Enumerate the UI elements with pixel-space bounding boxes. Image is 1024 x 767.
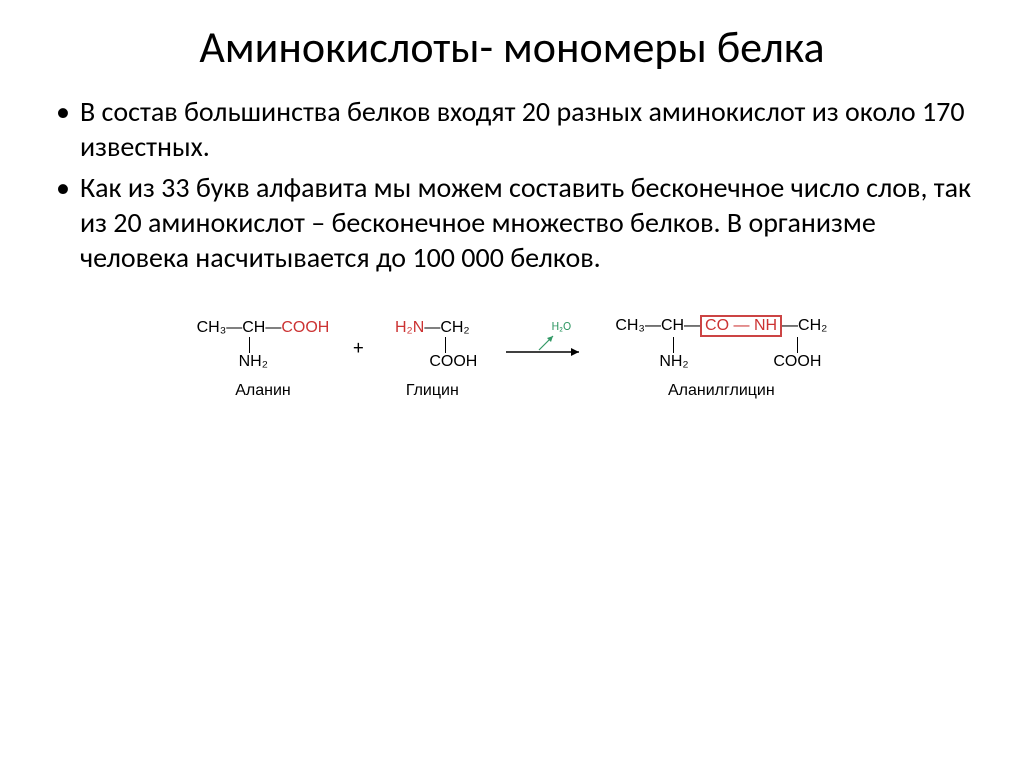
- molecule-alanine: CH₃—CH— COOH NH₂ Аланин: [197, 319, 330, 400]
- peptide-bond-box: CO — NH: [700, 315, 782, 337]
- label-alanine: Аланин: [235, 382, 291, 400]
- reaction-arrow: H₂O: [501, 320, 591, 400]
- alanine-cooh: COOH: [281, 319, 329, 337]
- bond-line: [673, 337, 674, 353]
- product-nh2: NH₂: [659, 353, 688, 371]
- reaction-diagram: CH₃—CH— COOH NH₂ Аланин + H₂N —CH₂ COOH …: [50, 315, 974, 400]
- alanine-nh2: NH₂: [239, 353, 268, 371]
- alanine-left: CH₃—CH—: [197, 319, 282, 337]
- label-product: Аланилглицин: [668, 382, 775, 400]
- label-glycine: Глицин: [406, 382, 459, 400]
- product-left: CH₃—CH—: [615, 317, 700, 335]
- bullet-item: Как из 33 букв алфавита мы можем состави…: [50, 170, 974, 275]
- molecule-product: CH₃—CH— CO — NH —CH₂ NH₂ COOH Аланилглиц…: [615, 315, 827, 400]
- molecule-glycine: H₂N —CH₂ COOH Глицин: [387, 319, 477, 400]
- glycine-h2n: H₂N: [395, 319, 424, 337]
- bullet-list: В состав большинства белков входят 20 ра…: [50, 94, 974, 275]
- bond-line: [797, 337, 798, 353]
- product-cooh: COOH: [773, 353, 821, 371]
- product-right: —CH₂: [782, 317, 827, 335]
- arrow-icon: [501, 330, 591, 360]
- glycine-cooh: COOH: [429, 353, 477, 371]
- bond-line: [445, 337, 446, 353]
- slide-title: Аминокислоты- мономеры белка: [50, 20, 974, 74]
- bond-line: [249, 337, 250, 353]
- glycine-ch2: —CH₂: [424, 319, 469, 337]
- bullet-item: В состав большинства белков входят 20 ра…: [50, 94, 974, 164]
- plus-icon: +: [353, 336, 363, 400]
